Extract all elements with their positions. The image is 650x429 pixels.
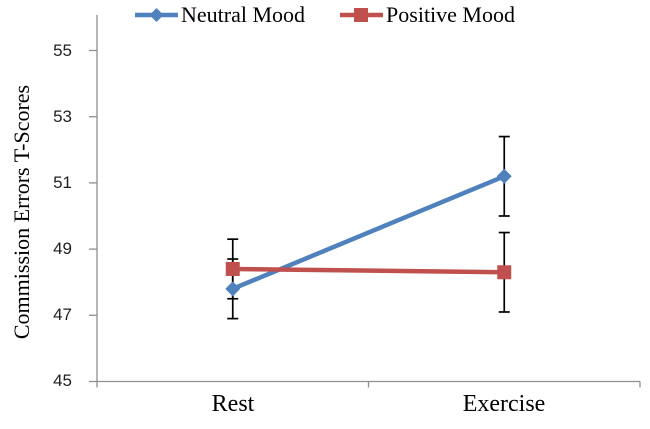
y-tick-label-49: 49 xyxy=(53,239,72,258)
legend-square-marker-icon xyxy=(340,8,384,22)
axis-lines xyxy=(96,15,640,383)
square-marker xyxy=(497,265,512,280)
diamond-marker xyxy=(225,281,241,297)
square-marker xyxy=(225,261,240,276)
legend-item-positive-mood: Positive Mood xyxy=(339,2,515,28)
legend-label-neutral-mood: Neutral Mood xyxy=(181,2,306,27)
legend-item-neutral-mood: Neutral Mood xyxy=(134,2,305,28)
legend-diamond-marker-icon xyxy=(135,8,178,22)
legend: Neutral Mood Positive Mood xyxy=(134,0,515,30)
y-tick-label-47: 47 xyxy=(53,305,72,324)
y-tick-label-45: 45 xyxy=(53,371,72,390)
diamond-marker xyxy=(496,168,512,184)
x-category-label-exercise: Exercise xyxy=(462,391,546,417)
y-tick-label-51: 51 xyxy=(53,173,72,192)
y-tick-label-55: 55 xyxy=(53,41,72,60)
series-line xyxy=(230,266,507,275)
x-category-label-rest: Rest xyxy=(211,391,255,417)
y-tick-label-53: 53 xyxy=(53,107,72,126)
legend-label-positive-mood: Positive Mood xyxy=(386,2,515,27)
